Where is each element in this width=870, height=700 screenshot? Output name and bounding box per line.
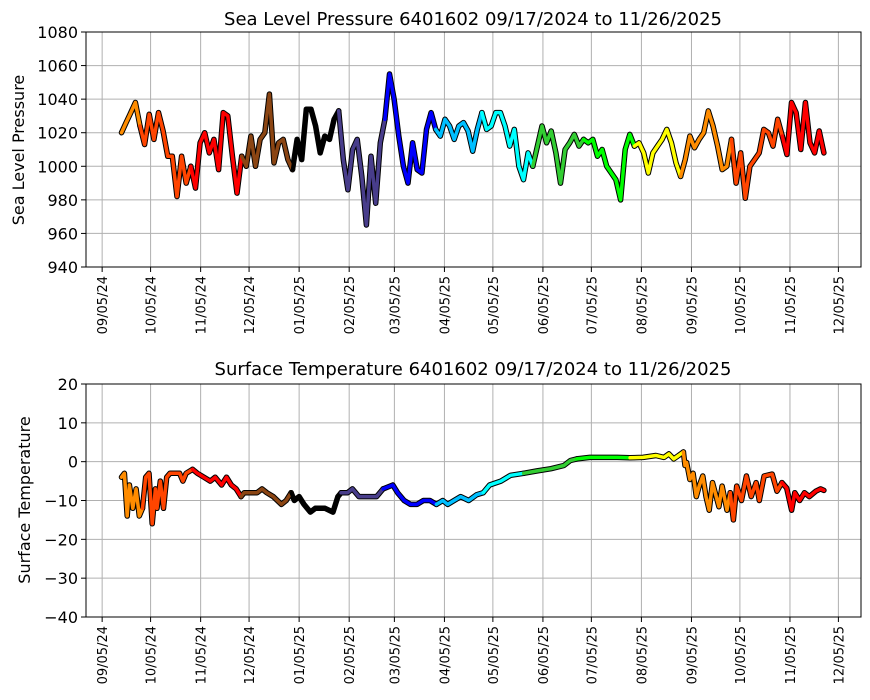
pressure-x-tick-label: 02/05/25 [343, 276, 358, 334]
pressure-y-tick-label: 1020 [37, 124, 78, 143]
pressure-plot: Sea Level Pressure 6401602 09/17/2024 to… [9, 9, 862, 334]
pressure-line-2025-06 [531, 124, 586, 185]
pressure-x-tick-label: 04/05/25 [438, 276, 453, 334]
pressure-x-tick-label: 09/05/24 [96, 276, 111, 334]
temperature-y-tick-label: −30 [44, 569, 78, 588]
pressure-x-tick-label: 10/05/24 [145, 276, 160, 334]
pressure-y-tick-label: 940 [47, 258, 78, 277]
pressure-y-tick-label: 1080 [37, 23, 78, 42]
pressure-title: Sea Level Pressure 6401602 09/17/2024 to… [224, 9, 722, 30]
pressure-y-axis-label: Sea Level Pressure [9, 75, 28, 226]
temperature-y-tick-label: 0 [68, 453, 78, 472]
pressure-line-2025-05 [480, 110, 535, 182]
pressure-x-tick-label: 10/05/25 [734, 276, 749, 334]
temperature-y-tick-label: −20 [44, 530, 78, 549]
pressure-x-tick-label: 06/05/25 [537, 276, 552, 334]
pressure-x-tick-label: 12/05/25 [832, 276, 847, 334]
temperature-line-2025-01 [289, 490, 343, 514]
temperature-line-2024-10 [140, 467, 195, 526]
temperature-x-tick-label: 01/05/25 [293, 626, 308, 684]
temperature-x-tick-label: 05/05/25 [487, 626, 502, 684]
temperature-x-tick-label: 12/05/24 [243, 626, 258, 684]
temperature-line-2024-09 [119, 471, 145, 518]
pressure-line-2025-04 [433, 110, 484, 153]
temperature-line-2024-12 [239, 487, 293, 507]
pressure-line-2025-09 [678, 109, 734, 179]
temperature-x-tick-label: 11/05/24 [195, 626, 210, 684]
temperature-plot: Surface Temperature 6401602 09/17/2024 t… [15, 359, 862, 684]
temperature-y-tick-label: −40 [44, 608, 78, 627]
pressure-x-tick-label: 08/05/25 [635, 276, 650, 334]
temperature-line-2025-06 [521, 457, 579, 476]
temperature-x-tick-label: 02/05/25 [343, 626, 358, 684]
pressure-x-tick-label: 12/05/24 [243, 276, 258, 334]
pressure-x-tick-label: 09/05/25 [685, 276, 700, 334]
temperature-line-2024-11 [190, 467, 243, 499]
pressure-line-2025-03 [383, 72, 438, 185]
temperature-axes-frame [85, 383, 862, 618]
temperature-x-tick-label: 03/05/25 [388, 626, 403, 684]
temperature-title: Surface Temperature 6401602 09/17/2024 t… [215, 359, 732, 380]
temperature-x-tick-label: 10/05/24 [145, 626, 160, 684]
temperature-x-tick-label: 10/05/25 [734, 626, 749, 684]
temperature-line-2025-11 [780, 480, 826, 512]
pressure-y-tick-label: 960 [47, 224, 78, 243]
pressure-x-tick-label: 07/05/25 [585, 276, 600, 334]
pressure-line-2024-10 [138, 110, 193, 199]
temperature-x-tick-label: 12/05/25 [832, 626, 847, 684]
pressure-line-2024-11 [189, 110, 244, 195]
temperature-x-tick-label: 11/05/25 [784, 626, 799, 684]
temperature-y-tick-label: −10 [44, 492, 78, 511]
temperature-series [118, 449, 827, 527]
temperature-y-axis-label: Surface Temperature [15, 416, 34, 583]
temperature-line-2025-03 [381, 483, 439, 507]
pressure-series [118, 71, 827, 228]
pressure-y-tick-label: 1040 [37, 90, 78, 109]
pressure-line-2025-02 [336, 109, 387, 227]
pressure-line-2025-01 [290, 107, 341, 172]
pressure-x-tick-label: 05/05/25 [487, 276, 502, 334]
pressure-x-tick-label: 11/05/25 [784, 276, 799, 334]
temperature-line-2025-09 [681, 450, 732, 512]
pressure-line-2025-07 [581, 132, 637, 202]
pressure-x-tick-label: 03/05/25 [388, 276, 403, 334]
pressure-axes-frame [85, 31, 862, 268]
temperature-line-2025-05 [481, 471, 526, 495]
pressure-line-2025-08 [632, 127, 683, 179]
pressure-x-tick-label: 01/05/25 [293, 276, 308, 334]
temperature-line-2025-08 [628, 450, 686, 461]
pressure-x-tick-label: 11/05/24 [195, 276, 210, 334]
temperature-y-tick-label: 10 [58, 414, 78, 433]
pressure-line-2024-09 [119, 100, 142, 135]
pressure-y-tick-label: 1060 [37, 57, 78, 76]
temperature-line-2025-10 [728, 472, 784, 522]
pressure-y-tick-label: 980 [47, 191, 78, 210]
pressure-line-2025-10 [729, 117, 785, 200]
pressure-line-2025-11 [780, 100, 826, 157]
temperature-x-tick-label: 06/05/25 [537, 626, 552, 684]
pressure-line-2024-12 [239, 92, 295, 172]
temperature-line-2025-02 [339, 487, 385, 499]
temperature-line-2025-04 [434, 490, 485, 507]
temperature-x-tick-label: 07/05/25 [585, 626, 600, 684]
temperature-x-tick-label: 09/05/24 [96, 626, 111, 684]
temperature-line-2025-07 [575, 455, 632, 461]
pressure-y-tick-label: 1000 [37, 157, 78, 176]
temperature-x-tick-label: 08/05/25 [635, 626, 650, 684]
temperature-x-tick-label: 04/05/25 [438, 626, 453, 684]
temperature-x-tick-label: 09/05/25 [685, 626, 700, 684]
temperature-y-tick-label: 20 [58, 375, 78, 394]
